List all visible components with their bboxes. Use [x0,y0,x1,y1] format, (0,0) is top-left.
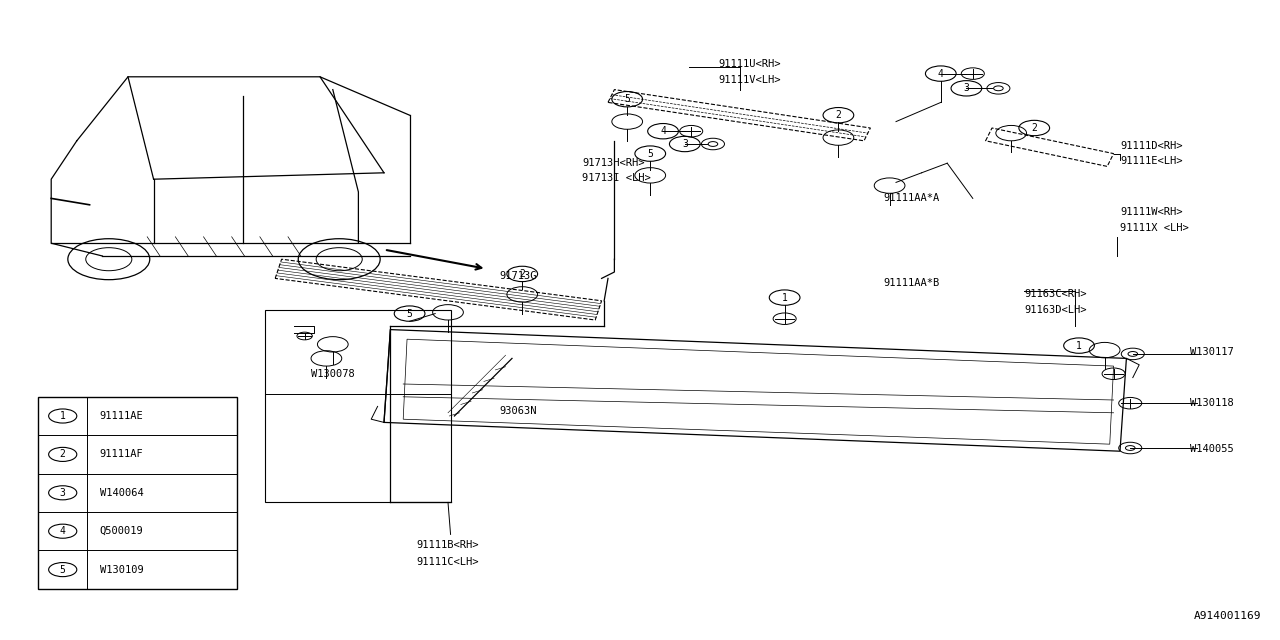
Text: 91111X <LH>: 91111X <LH> [1120,223,1189,233]
Text: W140064: W140064 [100,488,143,498]
Text: 91163C<RH>: 91163C<RH> [1024,289,1087,300]
Text: W140055: W140055 [1190,444,1234,454]
Text: 1: 1 [782,292,787,303]
Text: 91713H<RH>: 91713H<RH> [582,158,645,168]
Text: 5: 5 [648,148,653,159]
Text: 5: 5 [60,564,65,575]
Text: 2: 2 [520,269,525,279]
Text: 91111W<RH>: 91111W<RH> [1120,207,1183,218]
Text: A914001169: A914001169 [1193,611,1261,621]
Text: 91111AE: 91111AE [100,411,143,421]
Text: 91713G: 91713G [499,271,536,282]
Text: 91111AA*B: 91111AA*B [883,278,940,288]
Text: 5: 5 [625,94,630,104]
Text: 91111AF: 91111AF [100,449,143,460]
Text: 91163D<LH>: 91163D<LH> [1024,305,1087,315]
Text: W130109: W130109 [100,564,143,575]
Text: W130118: W130118 [1190,398,1234,408]
Text: 4: 4 [938,68,943,79]
Text: 3: 3 [60,488,65,498]
Text: 93063N: 93063N [499,406,538,416]
Bar [38,397,237,589]
Text: 91111D<RH>: 91111D<RH> [1120,141,1183,151]
Text: 3: 3 [964,83,969,93]
Text: Q500019: Q500019 [100,526,143,536]
Text: 4: 4 [660,126,666,136]
Text: W130117: W130117 [1190,347,1234,357]
Text: 3: 3 [682,139,687,149]
Text: 91111B<RH>: 91111B<RH> [417,540,479,550]
Bar [265,310,451,502]
Text: 5: 5 [407,308,412,319]
Text: 91111C<LH>: 91111C<LH> [417,557,479,567]
Text: 91111AA*A: 91111AA*A [883,193,940,204]
Text: 91111E<LH>: 91111E<LH> [1120,156,1183,166]
Text: 2: 2 [1032,123,1037,133]
Text: 1: 1 [1076,340,1082,351]
Text: W130078: W130078 [311,369,355,380]
Text: 2: 2 [60,449,65,460]
Text: 91713I <LH>: 91713I <LH> [582,173,652,183]
Text: 1: 1 [60,411,65,421]
Text: 4: 4 [60,526,65,536]
Text: 91111U<RH>: 91111U<RH> [719,59,781,69]
Text: 91111V<LH>: 91111V<LH> [719,75,781,85]
Text: 2: 2 [836,110,841,120]
